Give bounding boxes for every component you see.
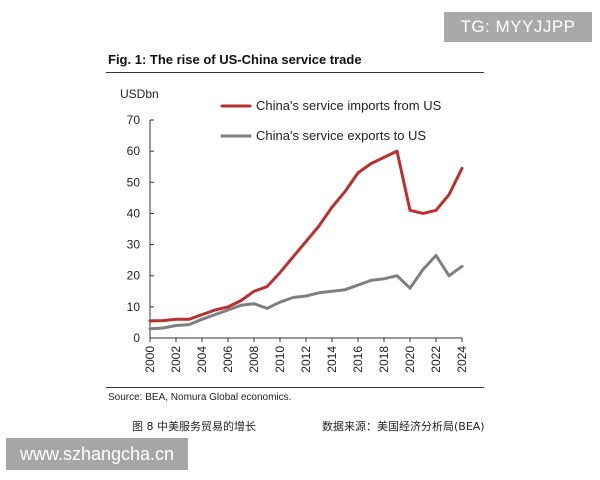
figure-title: Fig. 1: The rise of US-China service tra… <box>108 52 362 67</box>
figure-caption: 图 8 中美服务贸易的增长 <box>132 420 256 433</box>
series-layer <box>148 149 464 331</box>
x-tick-label: 2008 <box>247 346 261 373</box>
x-tick-label: 2006 <box>221 346 235 373</box>
top-rule <box>106 72 484 73</box>
watermark-bottom: www.szhangcha.cn <box>6 438 188 470</box>
y-tick-label: 40 <box>127 206 141 220</box>
x-tick-label: 2002 <box>169 346 183 373</box>
data-source-caption: 数据来源：美国经济分析局(BEA) <box>322 420 485 433</box>
y-tick-label: 60 <box>127 144 141 158</box>
x-tick-label: 2020 <box>403 346 417 373</box>
legend-entry: China's service exports to US <box>256 128 426 143</box>
y-axis-label: USDbn <box>120 87 159 101</box>
x-tick-label: 2004 <box>195 346 209 373</box>
y-tick-label: 10 <box>127 300 141 314</box>
x-tick-label: 2016 <box>351 346 365 373</box>
chart-axes: USDbn 0 10 20 30 40 50 60 70 2000 2002 2004 2006 2008… <box>120 87 469 373</box>
y-tick-label: 50 <box>127 175 141 189</box>
chart-legend: China's service imports from US China's s… <box>220 98 442 143</box>
y-tick-label: 0 <box>133 331 140 345</box>
x-tick-label: 2024 <box>455 346 469 373</box>
bottom-rule <box>106 387 484 388</box>
x-tick-label: 2018 <box>377 346 391 373</box>
y-tick-label: 70 <box>127 113 141 127</box>
series-line-exports <box>148 254 464 331</box>
x-tick-label: 2010 <box>273 346 287 373</box>
x-tick-label: 2022 <box>429 346 443 373</box>
series-line-imports <box>148 149 464 323</box>
x-tick-label: 2012 <box>299 346 313 373</box>
watermark-top: TG: MYYJJPP <box>444 12 592 42</box>
source-note: Source: BEA, Nomura Global economics. <box>108 392 292 403</box>
y-tick-label: 20 <box>127 269 141 283</box>
y-tick-label: 30 <box>127 238 141 252</box>
x-tick-label: 2000 <box>143 346 157 373</box>
x-tick-label: 2014 <box>325 346 339 373</box>
legend-entry: China's service imports from US <box>256 98 442 113</box>
